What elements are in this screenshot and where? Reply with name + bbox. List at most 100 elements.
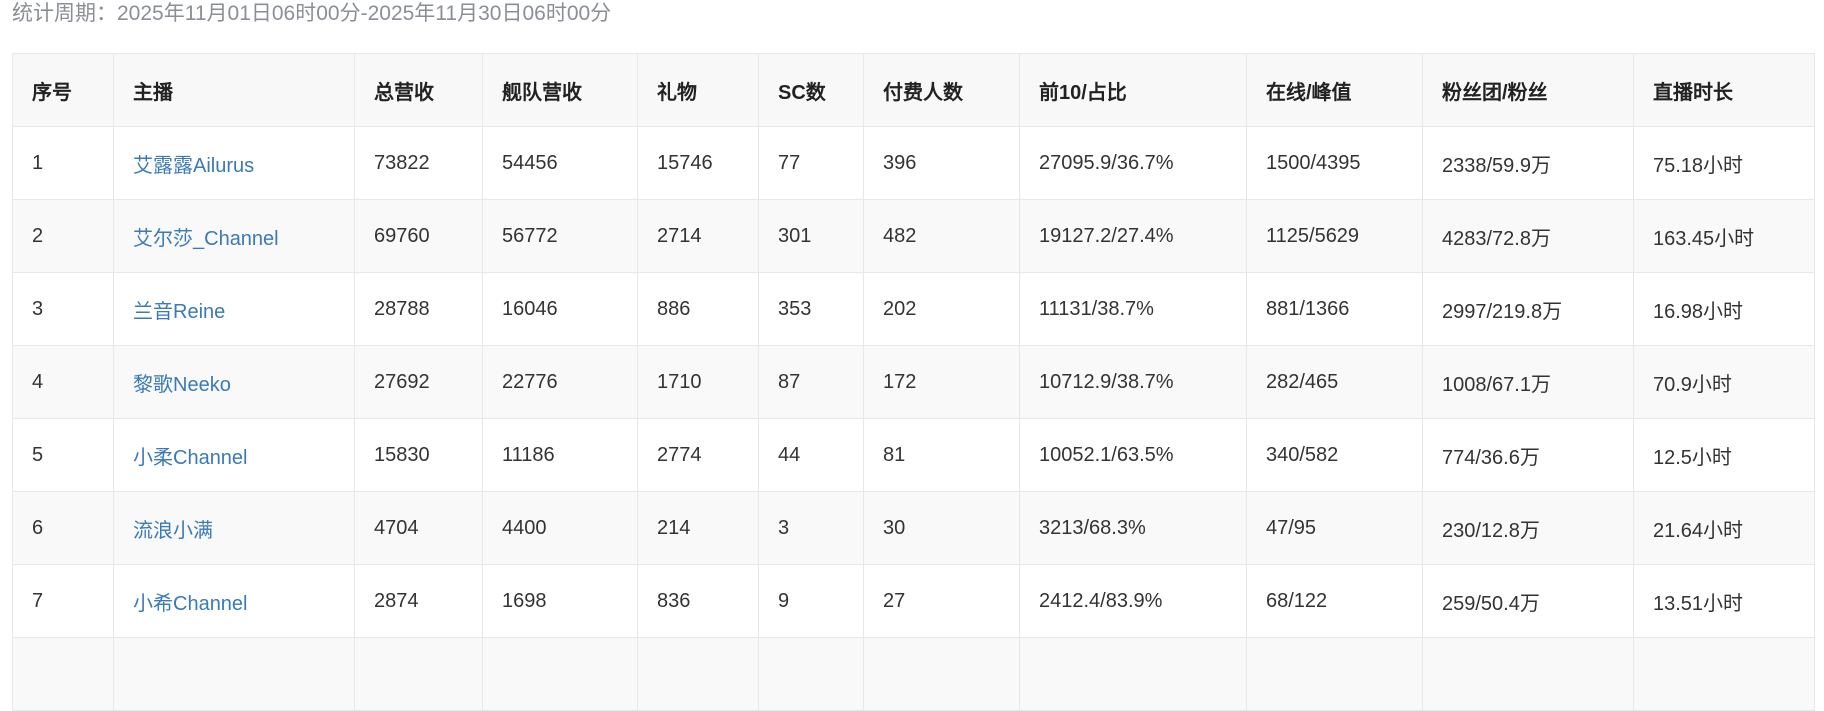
streamer-link[interactable]: 小希Channel: [133, 592, 248, 615]
table-cell: 12.5小时: [1633, 418, 1815, 492]
table-cell: 11186: [482, 418, 638, 492]
table-cell: 4400: [482, 491, 638, 565]
column-header: 在线/峰值: [1246, 53, 1423, 127]
table-cell: 7: [12, 564, 114, 638]
table-cell: 黎歌Neeko: [113, 345, 355, 419]
table-cell: 4704: [354, 491, 483, 565]
table-cell: [637, 637, 759, 711]
table-cell: 1710: [637, 345, 759, 419]
table-cell: [12, 637, 114, 711]
streamer-link[interactable]: 流浪小满: [133, 519, 213, 542]
table-cell: 21.64小时: [1633, 491, 1815, 565]
table-cell: 16046: [482, 272, 638, 346]
table-cell: 3: [758, 491, 864, 565]
table-cell: 282/465: [1246, 345, 1423, 419]
table-row: 6 流浪小满 4704 4400 214 3 30 3213/68.3% 47/95 230/12…: [12, 491, 1815, 565]
streamer-link[interactable]: 艾尔莎_Channel: [133, 227, 279, 250]
table-cell: 28788: [354, 272, 483, 346]
table-cell: [1422, 637, 1634, 711]
table-cell: 1008/67.1万: [1422, 345, 1634, 419]
table-cell: 214: [637, 491, 759, 565]
column-header: 序号: [12, 53, 114, 127]
stat-period: 统计周期：2025年11月01日06时00分-2025年11月30日06时00分: [12, 2, 612, 25]
table-cell: 340/582: [1246, 418, 1423, 492]
table-cell: [1246, 637, 1423, 711]
column-header: 直播时长: [1633, 53, 1815, 127]
table-row: 5 小柔Channel 15830 11186 2774 44 81 10052.1/63.5…: [12, 418, 1815, 492]
column-header: 主播: [113, 53, 355, 127]
table-cell: [758, 637, 864, 711]
table-cell: 68/122: [1246, 564, 1423, 638]
streamer-link[interactable]: 黎歌Neeko: [133, 373, 231, 396]
table-cell: 2774: [637, 418, 759, 492]
table-cell: 73822: [354, 126, 483, 200]
table-cell: 1500/4395: [1246, 126, 1423, 200]
table-cell: 5: [12, 418, 114, 492]
table-cell: 301: [758, 199, 864, 273]
table-cell: 2338/59.9万: [1422, 126, 1634, 200]
table-cell: 2: [12, 199, 114, 273]
streamer-link[interactable]: 艾露露Ailurus: [133, 154, 255, 177]
table-cell: 4283/72.8万: [1422, 199, 1634, 273]
table-cell: 87: [758, 345, 864, 419]
table-row: 7 小希Channel 2874 1698 836 9 27 2412.4/83.9% 68/1…: [12, 564, 1815, 638]
table-cell: 6: [12, 491, 114, 565]
table-cell: [863, 637, 1020, 711]
table-cell: 艾露露Ailurus: [113, 126, 355, 200]
table-cell: 9: [758, 564, 864, 638]
table-cell: 1: [12, 126, 114, 200]
table-cell: 小希Channel: [113, 564, 355, 638]
column-header: 礼物: [637, 53, 759, 127]
table-row: 1 艾露露Ailurus 73822 54456 15746 77 396 27095.9/3…: [12, 126, 1815, 200]
table-cell: 16.98小时: [1633, 272, 1815, 346]
table-cell: 兰音Reine: [113, 272, 355, 346]
table-row: 2 艾尔莎_Channel 69760 56772 2714 301 482 19127.2/…: [12, 199, 1815, 273]
table-cell: [1633, 637, 1815, 711]
table-row: 4 黎歌Neeko 27692 22776 1710 87 172 10712.9/38.7%…: [12, 345, 1815, 419]
table-cell: 81: [863, 418, 1020, 492]
table-cell: 70.9小时: [1633, 345, 1815, 419]
table-cell: 30: [863, 491, 1020, 565]
table-cell: 19127.2/27.4%: [1019, 199, 1247, 273]
streamer-link[interactable]: 兰音Reine: [133, 300, 226, 323]
table-cell: 4: [12, 345, 114, 419]
table-cell: 774/36.6万: [1422, 418, 1634, 492]
table-cell: 10712.9/38.7%: [1019, 345, 1247, 419]
table-cell: 22776: [482, 345, 638, 419]
table-cell: 482: [863, 199, 1020, 273]
table-cell: 75.18小时: [1633, 126, 1815, 200]
table-row: 3 兰音Reine 28788 16046 886 353 202 11131/38.7% 88…: [12, 272, 1815, 346]
revenue-table: 序号 主播 总营收 舰队营收 礼物 SC数 付费人数 前10/占比 在线/峰值 粉丝团/粉丝 直播时…: [12, 53, 1815, 711]
column-header: 付费人数: [863, 53, 1020, 127]
table-cell: [482, 637, 638, 711]
table-cell: 172: [863, 345, 1020, 419]
table-cell: 77: [758, 126, 864, 200]
table-cell: 2997/219.8万: [1422, 272, 1634, 346]
table-cell: 69760: [354, 199, 483, 273]
table-cell: 13.51小时: [1633, 564, 1815, 638]
table-cell: 202: [863, 272, 1020, 346]
table-cell: 2714: [637, 199, 759, 273]
table-header: 序号 主播 总营收 舰队营收 礼物 SC数 付费人数 前10/占比 在线/峰值 粉丝团/粉丝 直播时…: [12, 53, 1815, 127]
table-cell: 15746: [637, 126, 759, 200]
column-header: 前10/占比: [1019, 53, 1247, 127]
table-cell: 2412.4/83.9%: [1019, 564, 1247, 638]
table-cell: 259/50.4万: [1422, 564, 1634, 638]
table-cell: 353: [758, 272, 864, 346]
table-cell: 艾尔莎_Channel: [113, 199, 355, 273]
table-cell: 11131/38.7%: [1019, 272, 1247, 346]
table-cell: 47/95: [1246, 491, 1423, 565]
table-cell: 27: [863, 564, 1020, 638]
table-cell: 54456: [482, 126, 638, 200]
table-cell: 小柔Channel: [113, 418, 355, 492]
column-header: 舰队营收: [482, 53, 638, 127]
table-cell: 56772: [482, 199, 638, 273]
table-cell: 881/1366: [1246, 272, 1423, 346]
table-cell: 流浪小满: [113, 491, 355, 565]
streamer-link[interactable]: 小柔Channel: [133, 446, 248, 469]
table-cell: 15830: [354, 418, 483, 492]
table-cell: 3213/68.3%: [1019, 491, 1247, 565]
table-cell: 2874: [354, 564, 483, 638]
table-cell: 163.45小时: [1633, 199, 1815, 273]
column-header: 总营收: [354, 53, 483, 127]
